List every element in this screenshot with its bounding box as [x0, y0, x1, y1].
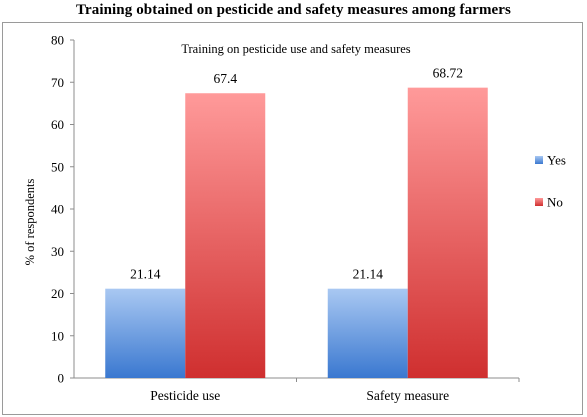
data-label: 21.14 [130, 267, 161, 282]
bar-yes-1 [327, 288, 408, 378]
chart-frame [2, 22, 583, 415]
bar-no-0 [185, 93, 266, 379]
y-tick-label: 50 [51, 159, 64, 174]
chart-subtitle: Training on pesticide use and safety mea… [181, 42, 410, 56]
bar-yes-0 [105, 288, 186, 378]
legend: Yes No [535, 153, 566, 210]
y-tick-label: 20 [51, 286, 64, 301]
bars: 21.14 67.4 21.14 68.72 [105, 66, 488, 379]
y-tick-label: 60 [51, 117, 64, 132]
x-category-label: Safety measure [366, 388, 449, 403]
axes: 0 10 20 30 40 50 60 70 80 Pesticide use Safety mea… [51, 33, 520, 403]
y-tick-label: 40 [51, 202, 64, 217]
y-tick-label: 10 [51, 328, 64, 343]
page-title: Training obtained on pesticide and safet… [75, 2, 511, 18]
y-tick-label: 80 [51, 33, 64, 48]
data-label: 21.14 [353, 267, 384, 282]
legend-label-yes: Yes [547, 153, 566, 168]
bar-no-1 [407, 87, 488, 379]
legend-label-no: No [547, 195, 563, 210]
legend-swatch-no [535, 198, 543, 206]
data-label: 67.4 [213, 71, 237, 86]
y-axis-label: % of respondents [23, 178, 37, 265]
data-label: 68.72 [433, 66, 463, 81]
y-tick-label: 30 [51, 244, 64, 259]
x-category-label: Pesticide use [150, 388, 220, 403]
y-tick-label: 0 [58, 371, 65, 386]
legend-swatch-yes [535, 156, 543, 164]
y-tick-label: 70 [51, 75, 64, 90]
